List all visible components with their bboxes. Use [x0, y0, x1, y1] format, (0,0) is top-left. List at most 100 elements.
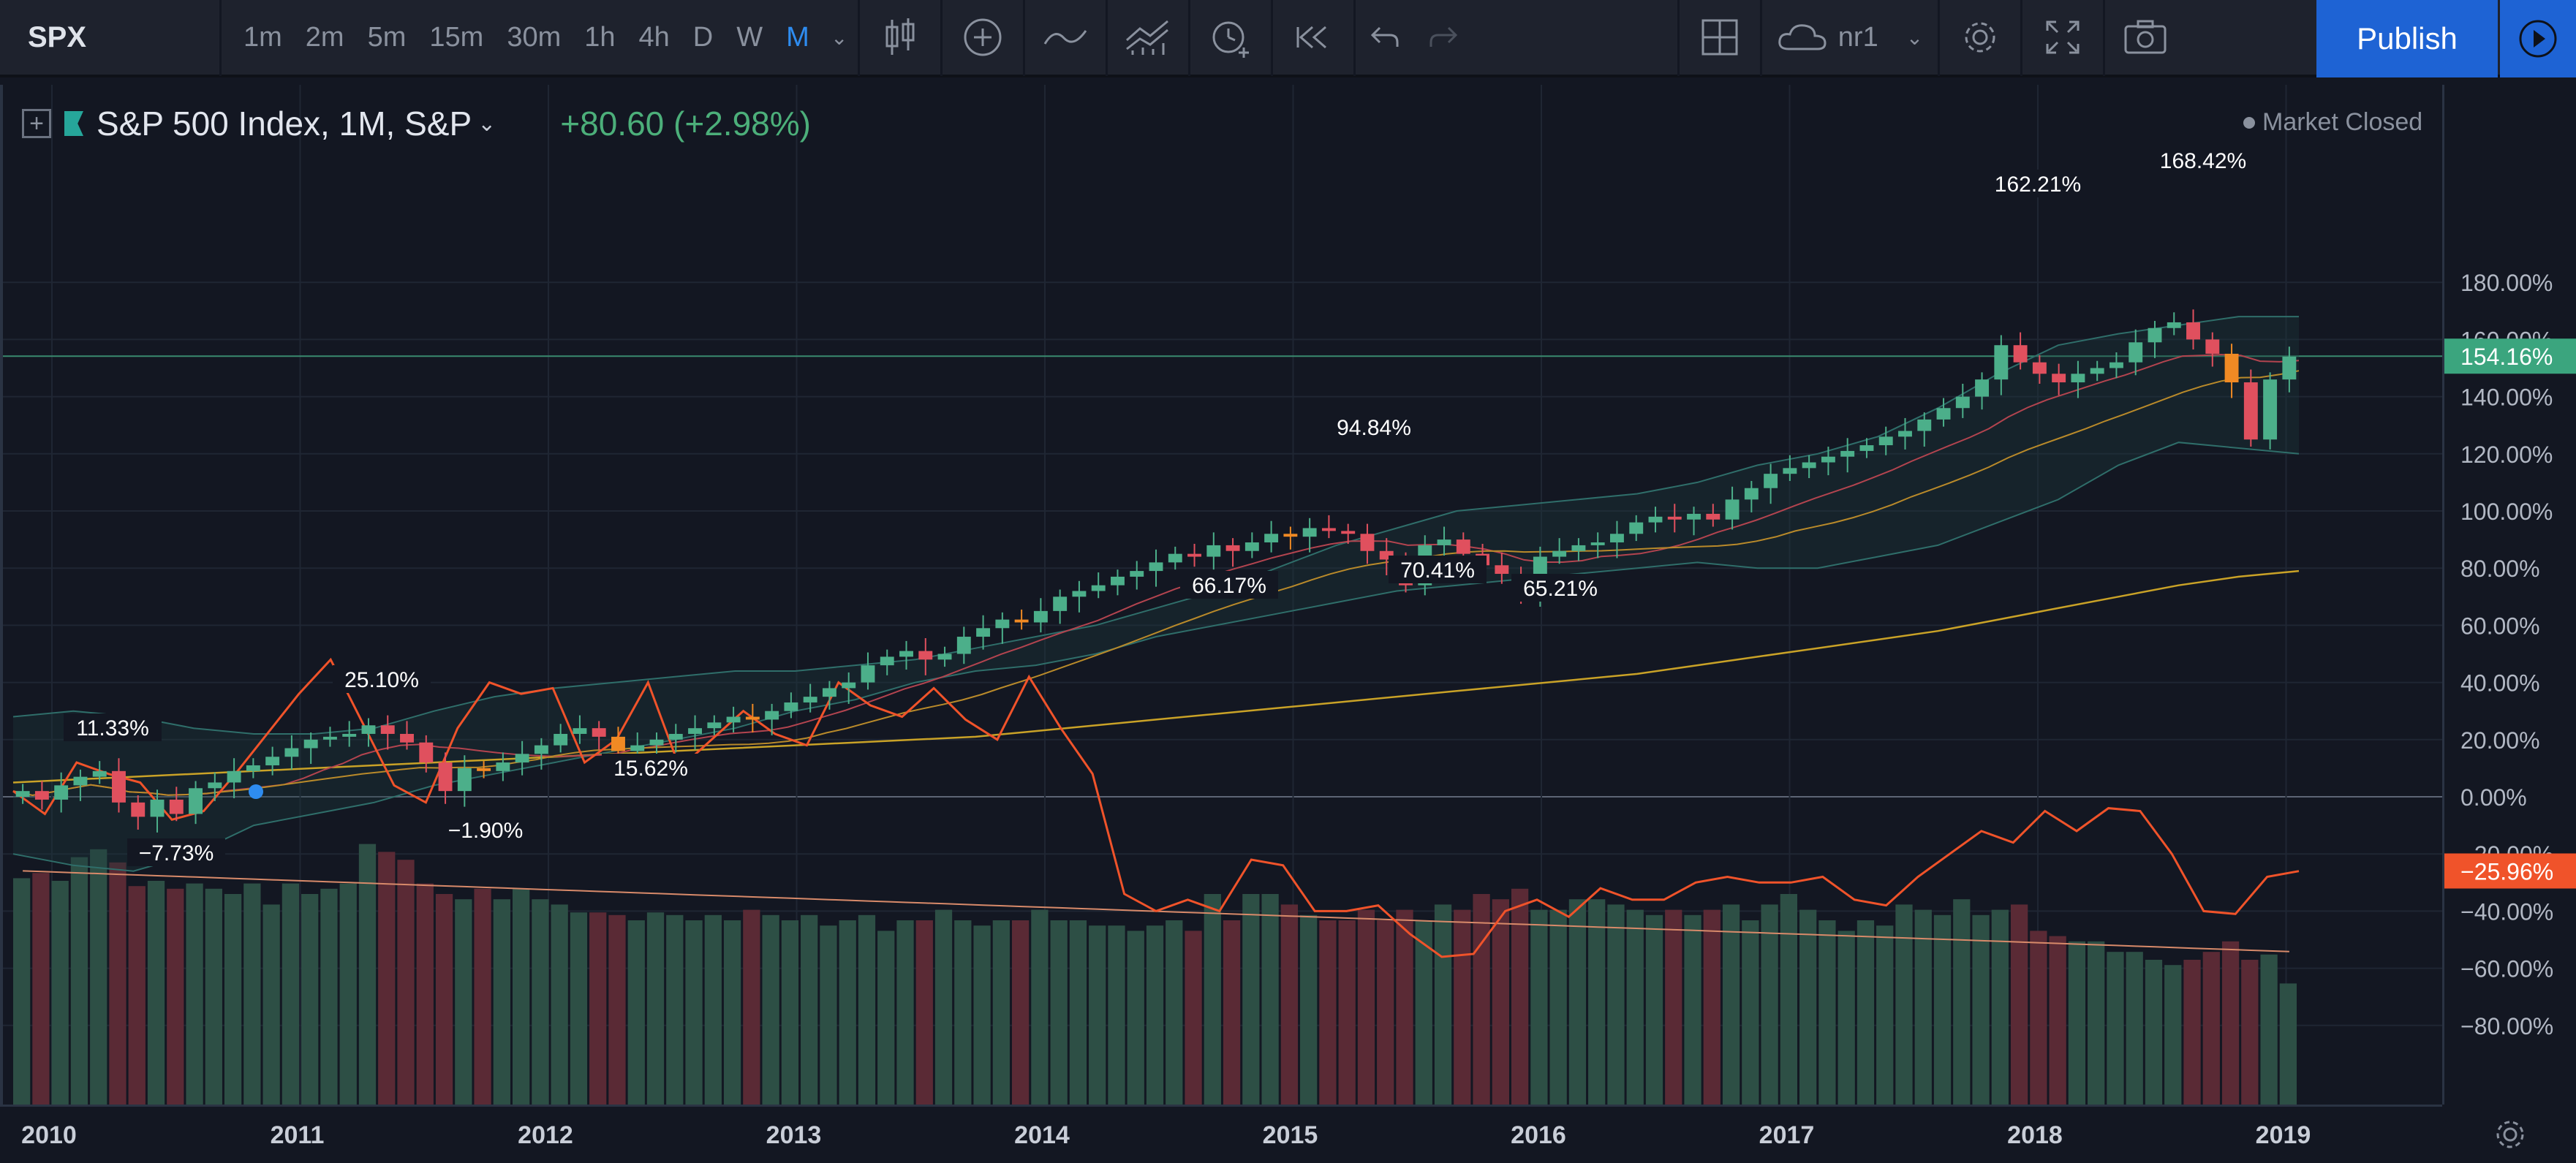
- time-tick-label: 2018: [2007, 1121, 2063, 1149]
- publish-button[interactable]: Publish: [2316, 0, 2498, 77]
- price-tick-label: −80.00%: [2460, 1013, 2553, 1039]
- alert-clock-icon[interactable]: [1190, 0, 1271, 76]
- candle-body: [1111, 576, 1125, 586]
- interval-D[interactable]: D: [692, 21, 714, 53]
- annotation-label: 94.84%: [1337, 416, 1411, 440]
- oscillator-value-label: −25.96%: [2460, 859, 2553, 885]
- candle-body: [1495, 565, 1509, 575]
- candle-body: [1244, 542, 1259, 551]
- price-tick-label: 20.00%: [2460, 727, 2540, 754]
- volume-bar: [1011, 920, 1030, 1105]
- symbol-title[interactable]: S&P 500 Index, 1M, S&P: [97, 105, 472, 143]
- candle-body: [131, 802, 146, 817]
- time-axis[interactable]: 2010 2011 2012 2013 2014 2015 2016 2017 2018 2019: [0, 1105, 2442, 1163]
- volume-bar: [1972, 914, 1990, 1105]
- price-tick-label: 0.00%: [2460, 784, 2527, 811]
- play-arrow-icon[interactable]: [2500, 0, 2576, 77]
- candle-body: [1571, 545, 1586, 551]
- volume-bar: [167, 888, 184, 1105]
- annotation-label: −1.90%: [448, 819, 524, 843]
- candle-body: [1975, 379, 1990, 397]
- candle-body: [630, 745, 645, 751]
- candle-body: [54, 785, 69, 800]
- candle-body: [457, 768, 472, 792]
- volume-bar: [2183, 960, 2201, 1105]
- candle-body: [2263, 379, 2278, 440]
- expand-legend-icon[interactable]: +: [22, 109, 51, 138]
- bollinger-lower-line: [12, 442, 2300, 872]
- value-annotation: 168.42%: [2147, 146, 2259, 174]
- layout-grid-icon[interactable]: [1680, 0, 1760, 76]
- interval-1m[interactable]: 1m: [243, 21, 282, 53]
- fullscreen-icon[interactable]: [2022, 0, 2103, 76]
- candle-body: [265, 757, 280, 765]
- candle-body: [1283, 534, 1298, 537]
- undo-icon[interactable]: [1356, 0, 1414, 76]
- bar-replay-rewind-icon[interactable]: [1273, 0, 1353, 76]
- symbol-search[interactable]: SPX: [28, 20, 87, 53]
- volume-bar: [455, 899, 472, 1105]
- interval-15m[interactable]: 15m: [429, 21, 484, 53]
- volume-bar: [2164, 965, 2182, 1105]
- flag-icon[interactable]: [64, 111, 83, 136]
- candle-body: [1878, 436, 1893, 446]
- volume-bar: [1933, 914, 1952, 1105]
- layout-chevron-down-icon[interactable]: ⌄: [1905, 26, 1924, 49]
- event-marker-icon: [249, 784, 263, 799]
- candles-chart-type-icon[interactable]: [860, 0, 940, 76]
- interval-5m[interactable]: 5m: [367, 21, 407, 53]
- candle-body: [284, 748, 299, 757]
- value-annotation: 162.21%: [1982, 170, 2094, 197]
- annotation-label: 162.21%: [1995, 173, 2081, 197]
- interval-W[interactable]: W: [736, 21, 763, 53]
- value-annotation: 65.21%: [1511, 574, 1609, 602]
- volume-bar: [2279, 983, 2297, 1105]
- indicators-wave-icon[interactable]: [1025, 0, 1106, 76]
- volume-bar: [1991, 909, 2009, 1105]
- candle-body: [1149, 562, 1163, 572]
- volume-bar: [2221, 941, 2240, 1105]
- interval-dropdown-chevron-icon[interactable]: ⌄: [831, 26, 848, 49]
- interval-1h[interactable]: 1h: [584, 21, 616, 53]
- financials-chart-icon[interactable]: [1108, 0, 1188, 76]
- volume-bar: [2107, 952, 2124, 1105]
- price-tick-label: 80.00%: [2460, 556, 2540, 582]
- price-change: +80.60 (+2.98%): [560, 105, 811, 143]
- medium-moving-average-line: [12, 370, 2300, 797]
- time-axis-settings-gear-icon[interactable]: [2490, 1114, 2531, 1155]
- annotation-label: 66.17%: [1192, 574, 1266, 598]
- volume-bar: [1069, 920, 1087, 1105]
- time-tick-label: 2014: [1014, 1121, 1070, 1149]
- candle-body: [515, 754, 529, 763]
- volume-bar: [627, 920, 645, 1105]
- volume-bar: [781, 920, 799, 1105]
- snapshot-camera-icon[interactable]: [2105, 0, 2186, 76]
- chart-pane[interactable]: 11.33% −7.73% 25.10% −1.90% 15.62% 66.17% 94.8…: [0, 85, 2445, 1105]
- short-moving-average-line: [12, 354, 2300, 797]
- divider: [1270, 0, 1273, 76]
- settings-gear-icon[interactable]: [1940, 0, 2020, 76]
- divider: [1022, 0, 1025, 76]
- market-status: Market Closed: [2243, 108, 2422, 137]
- candle-body: [1091, 585, 1106, 591]
- divider: [1187, 0, 1190, 76]
- candle-body: [1859, 445, 1874, 451]
- price-axis[interactable]: 180.00%160.00%140.00%120.00%100.00%80.00…: [2442, 85, 2576, 1105]
- bollinger-upper-line: [12, 316, 2299, 735]
- legend-chevron-down-icon[interactable]: ⌄: [477, 111, 496, 136]
- candle-body: [112, 770, 126, 803]
- interval-2m[interactable]: 2m: [305, 21, 344, 53]
- interval-4h[interactable]: 4h: [638, 21, 670, 53]
- interval-30m[interactable]: 30m: [507, 21, 562, 53]
- candle-body: [477, 768, 491, 771]
- current-price-tag-bg: [2444, 338, 2576, 374]
- volume-bar: [1357, 909, 1375, 1105]
- interval-M[interactable]: M: [786, 21, 809, 53]
- candle-body: [668, 733, 683, 740]
- save-layout-button[interactable]: nr1 ⌄: [1762, 0, 1938, 76]
- volume-bar: [262, 904, 280, 1105]
- volume-bar: [1396, 909, 1413, 1105]
- annotation-box: [1982, 170, 2094, 197]
- add-indicator-plus-icon[interactable]: [943, 0, 1023, 76]
- redo-icon[interactable]: [1414, 0, 1473, 76]
